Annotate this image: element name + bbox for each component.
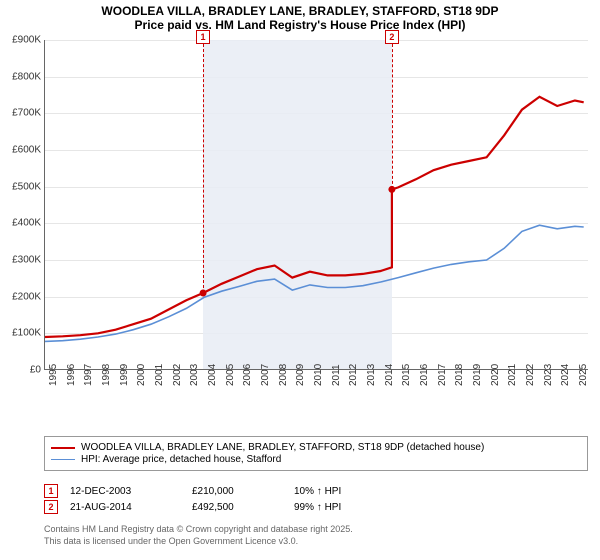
x-axis-label: 1997	[83, 364, 94, 386]
legend-row: WOODLEA VILLA, BRADLEY LANE, BRADLEY, ST…	[51, 442, 581, 453]
sale-date: 12-DEC-2003	[70, 486, 180, 497]
marker-label-box: 1	[196, 30, 210, 44]
y-axis-label: £800K	[1, 71, 41, 82]
footer-line2: This data is licensed under the Open Gov…	[44, 536, 353, 548]
x-axis-label: 2014	[384, 364, 395, 386]
y-axis-label: £0	[1, 365, 41, 376]
x-axis-label: 2017	[437, 364, 448, 386]
y-axis-label: £700K	[1, 108, 41, 119]
x-axis-label: 1999	[119, 364, 130, 386]
sale-marker-box: 1	[44, 484, 58, 498]
x-axis-label: 2000	[136, 364, 147, 386]
sale-price: £492,500	[192, 502, 282, 513]
x-axis-label: 2006	[242, 364, 253, 386]
y-axis-label: £900K	[1, 35, 41, 46]
legend-box: WOODLEA VILLA, BRADLEY LANE, BRADLEY, ST…	[44, 436, 588, 471]
sale-note: 10% ↑ HPI	[294, 486, 341, 497]
marker-dashed-line	[203, 44, 204, 293]
x-axis-label: 2019	[472, 364, 483, 386]
x-axis-label: 2015	[401, 364, 412, 386]
x-axis-label: 2001	[154, 364, 165, 386]
x-axis-label: 2003	[189, 364, 200, 386]
title-line2: Price paid vs. HM Land Registry's House …	[0, 18, 600, 32]
series-hpi	[45, 225, 584, 341]
sales-block: 1 12-DEC-2003 £210,000 10% ↑ HPI 2 21-AUG-201…	[44, 482, 341, 516]
footer-line1: Contains HM Land Registry data © Crown c…	[44, 524, 353, 536]
marker-label-box: 2	[385, 30, 399, 44]
x-axis-label: 2025	[578, 364, 589, 386]
title-line1: WOODLEA VILLA, BRADLEY LANE, BRADLEY, ST…	[0, 4, 600, 18]
sale-marker-box: 2	[44, 500, 58, 514]
legend-label: WOODLEA VILLA, BRADLEY LANE, BRADLEY, ST…	[81, 442, 484, 453]
plot-region: £0£100K£200K£300K£400K£500K£600K£700K£80…	[44, 40, 588, 370]
chart-lines	[45, 40, 589, 370]
x-axis-label: 2004	[207, 364, 218, 386]
x-axis-label: 2022	[525, 364, 536, 386]
x-axis-label: 2008	[278, 364, 289, 386]
y-axis-label: £600K	[1, 145, 41, 156]
x-axis-label: 2009	[295, 364, 306, 386]
y-axis-label: £100K	[1, 328, 41, 339]
y-axis-label: £300K	[1, 255, 41, 266]
x-axis-label: 2013	[366, 364, 377, 386]
x-axis-label: 2018	[454, 364, 465, 386]
x-axis-label: 2005	[225, 364, 236, 386]
series-price_paid	[45, 97, 584, 337]
sale-row: 2 21-AUG-2014 £492,500 99% ↑ HPI	[44, 500, 341, 514]
chart-area: £0£100K£200K£300K£400K£500K£600K£700K£80…	[44, 40, 588, 400]
legend-swatch	[51, 447, 75, 449]
x-axis-label: 2012	[348, 364, 359, 386]
x-axis-label: 2007	[260, 364, 271, 386]
x-axis-label: 2016	[419, 364, 430, 386]
legend-row: HPI: Average price, detached house, Staf…	[51, 454, 581, 465]
x-axis-label: 2002	[172, 364, 183, 386]
legend-swatch	[51, 459, 75, 460]
sale-row: 1 12-DEC-2003 £210,000 10% ↑ HPI	[44, 484, 341, 498]
x-axis-label: 2020	[490, 364, 501, 386]
sale-price: £210,000	[192, 486, 282, 497]
x-axis-label: 2023	[543, 364, 554, 386]
x-axis-label: 1995	[48, 364, 59, 386]
y-axis-label: £200K	[1, 291, 41, 302]
y-axis-label: £400K	[1, 218, 41, 229]
sale-date: 21-AUG-2014	[70, 502, 180, 513]
marker-dashed-line	[392, 44, 393, 189]
x-axis-label: 2011	[331, 364, 342, 386]
x-axis-label: 1998	[101, 364, 112, 386]
y-axis-label: £500K	[1, 181, 41, 192]
x-axis-label: 1996	[66, 364, 77, 386]
x-axis-label: 2024	[560, 364, 571, 386]
legend-label: HPI: Average price, detached house, Staf…	[81, 454, 281, 465]
sale-note: 99% ↑ HPI	[294, 502, 341, 513]
x-axis-label: 2010	[313, 364, 324, 386]
x-axis-label: 2021	[507, 364, 518, 386]
footer-text: Contains HM Land Registry data © Crown c…	[44, 524, 353, 547]
